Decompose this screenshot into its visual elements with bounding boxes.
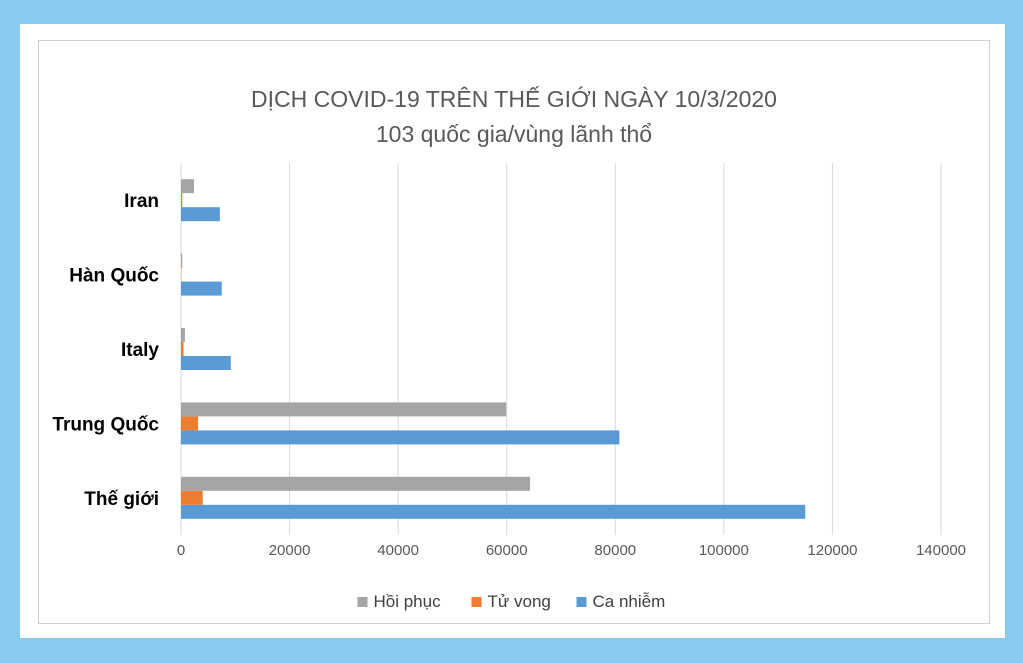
legend-label-hoi-phuc: Hồi phục [374, 592, 442, 611]
bar-the-gioi-hoi-phuc [181, 476, 531, 491]
bar-iran-ca-nhiem [181, 207, 220, 222]
bar-trung-quoc-tu-vong [181, 416, 199, 431]
legend-label-tu-vong: Tử vong [488, 592, 551, 611]
gridlines [180, 163, 942, 535]
bar-trung-quoc-hoi-phuc [181, 402, 507, 417]
x-tick-labels: 0 20000 40000 60000 80000 100000 120000 140000 [177, 542, 966, 559]
legend: Hồi phục Tử vong Ca nhiễm [357, 592, 666, 611]
chart-title: DỊCH COVID-19 TRÊN THẾ GIỚI NGÀY 10/3/20… [251, 85, 777, 112]
x-tick-label: 40000 [377, 542, 419, 559]
x-tick-label: 140000 [916, 542, 966, 559]
bar-trung-quoc-ca-nhiem [181, 430, 620, 445]
category-label: Thế giới [84, 489, 159, 510]
bars [181, 179, 806, 519]
category-label: Iran [124, 191, 159, 212]
bar-the-gioi-tu-vong [181, 490, 203, 505]
bar-italy-ca-nhiem [181, 356, 231, 370]
chart-area: DỊCH COVID-19 TRÊN THẾ GIỚI NGÀY 10/3/20… [38, 40, 990, 624]
bar-iran-tu-vong [181, 193, 183, 208]
chart-frame: DỊCH COVID-19 TRÊN THẾ GIỚI NGÀY 10/3/20… [20, 24, 1005, 638]
legend-swatch-hoi-phuc [357, 597, 368, 607]
category-label: Trung Quốc [52, 414, 159, 435]
chart-subtitle: 103 quốc gia/vùng lãnh thổ [376, 121, 652, 147]
legend-label-ca-nhiem: Ca nhiễm [593, 592, 666, 611]
bar-han-quoc-hoi-phuc [181, 253, 183, 268]
bar-chart: DỊCH COVID-19 TRÊN THẾ GIỚI NGÀY 10/3/20… [52, 85, 966, 611]
category-label: Hàn Quốc [69, 266, 159, 287]
legend-swatch-ca-nhiem [576, 597, 587, 607]
category-label: Italy [121, 340, 159, 361]
bar-italy-tu-vong [181, 342, 184, 356]
bar-han-quoc-ca-nhiem [181, 281, 222, 296]
bar-iran-hoi-phuc [181, 179, 194, 194]
x-tick-label: 100000 [699, 542, 749, 559]
x-tick-label: 20000 [269, 542, 311, 559]
x-tick-label: 0 [177, 542, 185, 559]
legend-swatch-tu-vong [471, 597, 482, 607]
x-tick-label: 120000 [807, 542, 857, 559]
bar-the-gioi-ca-nhiem [181, 504, 806, 519]
x-tick-label: 60000 [486, 542, 528, 559]
category-labels: Thế giới Trung Quốc Italy Hàn Quốc Iran [52, 191, 159, 510]
x-tick-label: 80000 [594, 542, 636, 559]
bar-italy-hoi-phuc [181, 328, 185, 342]
